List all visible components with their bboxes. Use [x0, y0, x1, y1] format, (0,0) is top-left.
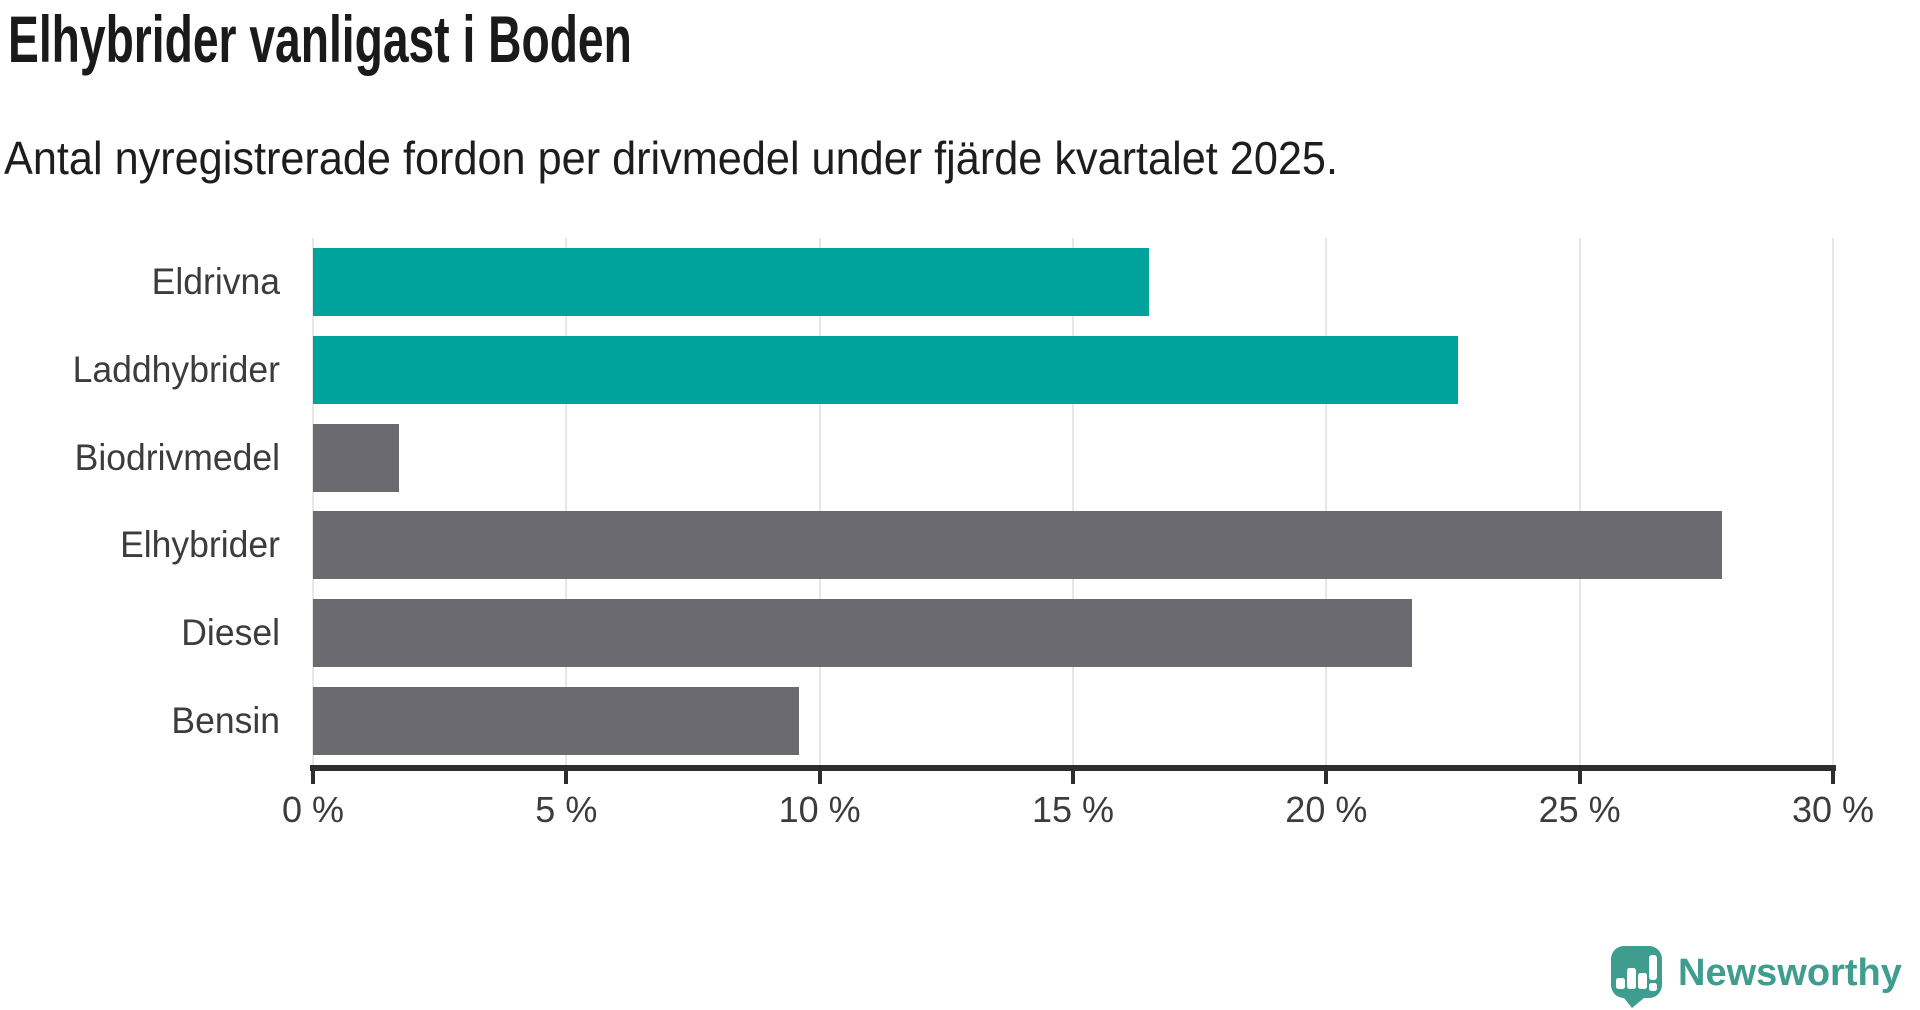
category-label: Eldrivna: [151, 260, 280, 302]
x-tick-mark: [1831, 765, 1835, 784]
gridline: [1832, 238, 1834, 765]
category-label: Elhybrider: [120, 524, 280, 566]
gridline: [818, 238, 821, 765]
bar-diesel: [313, 599, 1413, 668]
category-label: Bensin: [171, 700, 280, 742]
bar-laddhybrider: [313, 335, 1459, 404]
x-tick-mark: [817, 765, 822, 784]
bar-eldrivna: [313, 247, 1149, 316]
gridline: [1072, 238, 1074, 765]
x-tick-label: 5 %: [535, 789, 598, 830]
gridline: [312, 238, 314, 765]
x-tick-mark: [564, 765, 569, 784]
chart-subtitle: Antal nyregistrerade fordon per drivmede…: [4, 132, 1338, 184]
gridline: [1325, 238, 1328, 765]
x-tick-label: 0 %: [281, 789, 345, 830]
category-label: Laddhybrider: [72, 348, 280, 390]
newsworthy-logo-icon: [1611, 946, 1662, 1008]
x-tick-mark: [1324, 765, 1329, 784]
x-tick-label: 25 %: [1538, 789, 1621, 830]
category-label: Biodrivmedel: [74, 436, 280, 478]
newsworthy-logo-text: Newsworthy: [1678, 952, 1902, 994]
chart-title: Elhybrider vanligast i Boden: [8, 2, 632, 76]
x-tick-label: 20 %: [1285, 789, 1368, 830]
gridline: [565, 238, 568, 765]
x-tick-label: 10 %: [778, 789, 861, 830]
x-tick-mark: [311, 765, 315, 784]
bar-bensin: [313, 687, 800, 756]
category-label: Diesel: [181, 612, 280, 654]
x-tick-label: 30 %: [1791, 789, 1875, 830]
x-tick-mark: [1071, 765, 1075, 784]
bar-biodrivmedel: [313, 423, 400, 492]
gridline: [1578, 238, 1581, 765]
bar-elhybrider: [313, 511, 1722, 580]
x-tick-mark: [1577, 765, 1582, 784]
x-tick-label: 15 %: [1031, 789, 1115, 830]
newsworthy-logo: Newsworthy: [1608, 946, 1920, 1010]
